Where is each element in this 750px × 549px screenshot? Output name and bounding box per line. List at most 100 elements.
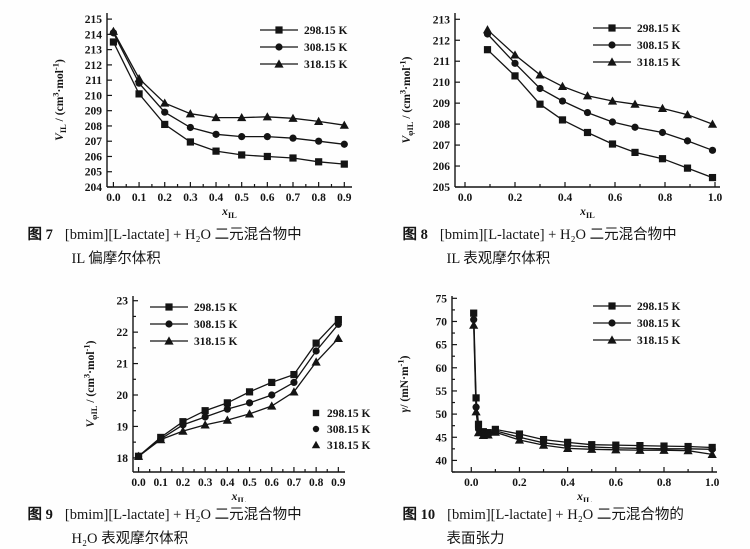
svg-text:23: 23 [117, 296, 129, 308]
svg-text:298.15 K: 298.15 K [194, 302, 238, 314]
svg-text:1.0: 1.0 [705, 477, 720, 489]
svg-text:318.15 K: 318.15 K [194, 336, 238, 348]
svg-text:0.2: 0.2 [176, 477, 191, 489]
svg-text:0.6: 0.6 [609, 477, 624, 489]
fig10-legend: 298.15 K 308.15 K 318.15 K [593, 301, 681, 347]
svg-text:50: 50 [436, 409, 448, 421]
svg-text:0.9: 0.9 [331, 477, 346, 489]
fig10-tick-labels: 0.0 0.2 0.4 0.6 0.8 1.0 40 45 50 55 60 65 70 75 [436, 293, 720, 489]
svg-text:211: 211 [85, 75, 102, 87]
svg-text:75: 75 [436, 293, 448, 305]
fig8-series-2 [482, 25, 718, 128]
svg-text:0.9: 0.9 [337, 192, 352, 204]
fig8-tick-labels: 0.0 0.2 0.4 0.6 0.8 1.0 205 206 207 208 209 210 211 2… [433, 14, 723, 204]
svg-text:0.3: 0.3 [198, 477, 213, 489]
svg-text:0.8: 0.8 [658, 192, 673, 204]
svg-text:298.15 K: 298.15 K [637, 301, 681, 313]
fig8-apparent-molar-volume-chart: 0.0 0.2 0.4 0.6 0.8 1.0 205 206 207 208 209 210 211 2… [398, 13, 723, 220]
fig7-partial-molar-volume-chart: 0.0 0.1 0.2 0.3 0.4 0.5 0.6 0.7 0.8 0.9 204 205 206 2… [51, 13, 352, 220]
fig7-xlabel: xIL [221, 206, 237, 220]
svg-text:0.0: 0.0 [464, 477, 479, 489]
svg-text:318.15 K: 318.15 K [304, 59, 348, 71]
svg-text:0.1: 0.1 [154, 477, 169, 489]
fig8-ticks [455, 18, 716, 188]
fig9-ticks [133, 300, 339, 472]
fig7-series-0 [109, 38, 348, 168]
svg-text:214: 214 [85, 29, 103, 41]
svg-text:0.2: 0.2 [512, 477, 527, 489]
fig7-legend: 298.15 K 308.15 K 318.15 K [260, 25, 348, 71]
fig8-series-0 [483, 46, 717, 182]
svg-text:20: 20 [117, 390, 129, 402]
fig7-series-2 [108, 26, 349, 129]
svg-text:213: 213 [433, 14, 451, 26]
svg-text:18: 18 [117, 453, 129, 465]
fig8-series-1 [483, 30, 717, 154]
fig7-series-1 [109, 29, 348, 148]
fig8-caption: 图 8 [bmim][L-lactate] + H₂O 二元混合物中 IL 表观摩… [403, 224, 723, 271]
fig10-surface-tension-chart: 0.0 0.2 0.4 0.6 0.8 1.0 40 45 50 55 60 65 70 75 298.15… [396, 293, 720, 502]
fig10-series-2 [469, 320, 717, 458]
figure-8: 0.0 0.2 0.4 0.6 0.8 1.0 205 206 207 208 209 210 211 2… [375, 0, 750, 280]
svg-text:298.15 K: 298.15 K [637, 23, 681, 35]
svg-text:45: 45 [436, 432, 448, 444]
svg-text:1.0: 1.0 [708, 192, 723, 204]
svg-text:207: 207 [85, 136, 103, 148]
svg-text:0.6: 0.6 [608, 192, 623, 204]
fig10-series-0 [470, 309, 716, 452]
svg-text:210: 210 [433, 77, 451, 89]
svg-text:0.1: 0.1 [132, 192, 147, 204]
fig10-ylabel: γ/ (mN·m-1) [396, 355, 412, 412]
fig9-series-2 [133, 333, 343, 460]
svg-text:0.5: 0.5 [234, 192, 249, 204]
svg-text:0.5: 0.5 [242, 477, 257, 489]
svg-text:0.2: 0.2 [158, 192, 173, 204]
fig9-legend: 298.15 K 308.15 K 318.15 K [150, 302, 238, 348]
fig8-axes [454, 13, 720, 188]
fig9-legend2: 298.15 K 308.15 K 318.15 K [311, 408, 371, 452]
svg-text:0.4: 0.4 [209, 192, 224, 204]
svg-text:308.15 K: 308.15 K [194, 319, 238, 331]
svg-text:206: 206 [433, 161, 451, 173]
figure-9: 0.0 0.1 0.2 0.3 0.4 0.5 0.6 0.7 0.8 0.9 18 19 20 21 22… [0, 280, 375, 549]
fig7-tick-labels: 0.0 0.1 0.2 0.3 0.4 0.5 0.6 0.7 0.8 0.9 204 205 206 2… [85, 14, 352, 204]
fig10-caption-text: [bmim][L-lactate] + H₂O 二元混合物的 [447, 507, 684, 523]
fig8-caption-line2: IL 表观摩尔体积 [446, 251, 551, 268]
svg-text:206: 206 [85, 151, 103, 163]
svg-text:19: 19 [117, 421, 129, 433]
svg-text:0.4: 0.4 [560, 477, 575, 489]
svg-text:308.15 K: 308.15 K [304, 42, 348, 54]
svg-text:208: 208 [85, 121, 103, 133]
svg-text:318.15 K: 318.15 K [327, 440, 371, 452]
svg-text:0.0: 0.0 [106, 192, 121, 204]
svg-text:0.8: 0.8 [657, 477, 672, 489]
svg-text:298.15 K: 298.15 K [304, 25, 348, 37]
fig8-legend: 298.15 K 308.15 K 318.15 K [593, 23, 681, 69]
fig8-caption-text: [bmim][L-lactate] + H₂O 二元混合物中 [439, 227, 677, 243]
fig9-ylabel: VφIL / (cm3·mol-1) [82, 340, 100, 427]
fig8-ylabel: VφIL / (cm3·mol-1) [398, 56, 416, 143]
fig10-xlabel: xIL [576, 491, 592, 502]
svg-text:0.7: 0.7 [286, 192, 301, 204]
fig7-ylabel: VIL / (cm3·mol-1) [51, 59, 69, 141]
fig7-label: 图 7 [27, 227, 53, 243]
fig9-axes [132, 296, 345, 473]
svg-text:0.8: 0.8 [309, 477, 324, 489]
fig9-water-apparent-molar-volume-chart: 0.0 0.1 0.2 0.3 0.4 0.5 0.6 0.7 0.8 0.9 18 19 20 21 22… [82, 296, 371, 502]
svg-text:215: 215 [85, 14, 103, 26]
svg-text:0.7: 0.7 [287, 477, 302, 489]
figure-7: 0.0 0.1 0.2 0.3 0.4 0.5 0.6 0.7 0.8 0.9 204 205 206 2… [0, 0, 375, 280]
svg-text:40: 40 [436, 455, 448, 467]
svg-text:0.3: 0.3 [183, 192, 198, 204]
svg-text:205: 205 [85, 167, 103, 179]
svg-text:0.2: 0.2 [508, 192, 523, 204]
svg-text:0.0: 0.0 [131, 477, 146, 489]
fig7-caption-line2: IL 偏摩尔体积 [71, 251, 161, 268]
svg-text:0.0: 0.0 [458, 192, 473, 204]
fig7-caption-text: [bmim][L-lactate] + H₂O 二元混合物中 [64, 227, 302, 243]
fig9-label: 图 9 [27, 507, 53, 523]
svg-text:204: 204 [85, 182, 103, 194]
fig9-tick-labels: 0.0 0.1 0.2 0.3 0.4 0.5 0.6 0.7 0.8 0.9 18 19 20 21 22… [117, 296, 346, 489]
svg-text:211: 211 [433, 56, 450, 68]
svg-text:70: 70 [436, 316, 448, 328]
